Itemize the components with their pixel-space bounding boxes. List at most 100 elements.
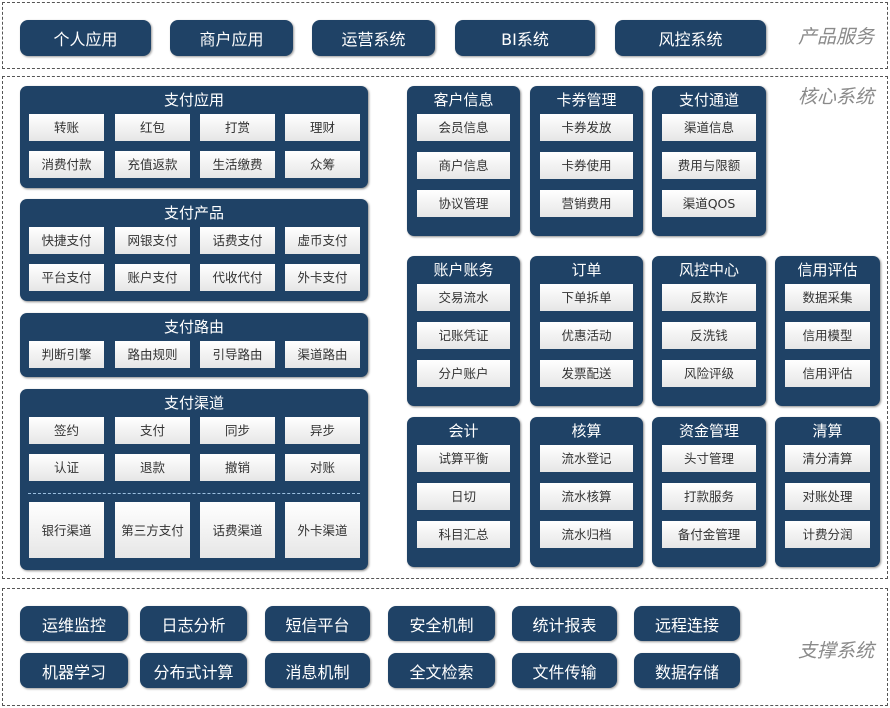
module-cell: 试算平衡 <box>417 445 510 472</box>
module-cell: 充值返款 <box>115 151 190 178</box>
divider <box>28 493 360 494</box>
support-button: 机器学习 <box>20 653 128 688</box>
panel-title: 支付通道 <box>678 91 739 109</box>
panel-title: 清算 <box>812 422 843 440</box>
panel-title: 核算 <box>571 422 602 440</box>
module-cell: 备付金管理 <box>662 521 756 548</box>
product-zone-label: 产品服务 <box>798 26 875 48</box>
module-cell: 清分清算 <box>785 445 870 472</box>
channel-cell: 话费渠道 <box>200 502 275 558</box>
support-button: 分布式计算 <box>140 653 247 688</box>
module-cell: 流水登记 <box>540 445 633 472</box>
panel-清算: 清算清分清算对账处理计费分润 <box>775 417 880 567</box>
module-cell: 下单拆单 <box>540 284 633 311</box>
module-cell: 路由规则 <box>115 341 190 368</box>
module-cell: 理财 <box>285 114 360 141</box>
module-cell: 认证 <box>29 454 104 481</box>
module-cell: 信用模型 <box>785 322 870 349</box>
module-cell: 卡券发放 <box>540 114 633 141</box>
module-cell: 众筹 <box>285 151 360 178</box>
support-button: 远程连接 <box>634 606 740 641</box>
panel-客户信息: 客户信息会员信息商户信息协议管理 <box>407 86 520 236</box>
module-cell: 网银支付 <box>115 227 190 254</box>
module-cell: 渠道QOS <box>662 190 756 217</box>
panel-title: 订单 <box>571 261 602 279</box>
module-cell: 退款 <box>115 454 190 481</box>
support-button: 日志分析 <box>140 606 247 641</box>
module-cell: 签约 <box>29 417 104 444</box>
module-cell: 打赏 <box>200 114 275 141</box>
module-cell: 支付 <box>115 417 190 444</box>
module-cell: 费用与限额 <box>662 152 756 179</box>
module-cell: 优惠活动 <box>540 322 633 349</box>
module-cell: 会员信息 <box>417 114 510 141</box>
panel-title: 支付应用 <box>163 91 224 109</box>
support-button: 安全机制 <box>388 606 495 641</box>
product-button: BI系统 <box>455 20 595 56</box>
module-cell: 记账凭证 <box>417 322 510 349</box>
module-cell: 撤销 <box>200 454 275 481</box>
panel-会计: 会计试算平衡日切科目汇总 <box>407 417 520 567</box>
core-zone <box>2 76 888 579</box>
module-cell: 信用评估 <box>785 360 870 387</box>
panel-title: 支付产品 <box>163 204 224 222</box>
panel-支付产品: 支付产品 快捷支付 网银支付 话费支付 虚币支付 平台支付 账户支付 代收代付 外卡支付 <box>20 199 368 301</box>
module-cell: 发票配送 <box>540 360 633 387</box>
module-cell: 外卡支付 <box>285 264 360 291</box>
panel-title: 信用评估 <box>797 261 858 279</box>
support-button: 数据存储 <box>634 653 740 688</box>
module-cell: 判断引擎 <box>29 341 104 368</box>
module-cell: 消费付款 <box>29 151 104 178</box>
panel-title: 支付渠道 <box>163 394 224 412</box>
product-button: 运营系统 <box>312 20 435 56</box>
module-cell: 日切 <box>417 483 510 510</box>
panel-核算: 核算 流水登记 流水核算 流水归档 <box>530 417 643 567</box>
module-cell: 异步 <box>285 417 360 444</box>
module-cell: 科目汇总 <box>417 521 510 548</box>
module-cell: 对账处理 <box>785 483 870 510</box>
panel-title: 客户信息 <box>433 91 494 109</box>
module-cell: 反欺诈 <box>662 284 756 311</box>
support-button: 全文检索 <box>388 653 495 688</box>
module-cell: 交易流水 <box>417 284 510 311</box>
module-cell: 计费分润 <box>785 521 870 548</box>
support-button: 消息机制 <box>265 653 370 688</box>
core-zone-label: 核心系统 <box>798 86 875 108</box>
product-button: 商户应用 <box>170 20 293 56</box>
support-button: 运维监控 <box>20 606 128 641</box>
panel-支付应用: 支付应用转账 红包 打赏 理财消费付款 充值返款 生活缴费 众筹 <box>20 86 368 188</box>
module-cell: 账户支付 <box>115 264 190 291</box>
panel-订单: 订单下单拆单优惠活动发票配送 <box>530 256 643 406</box>
support-button: 统计报表 <box>512 606 617 641</box>
product-button: 个人应用 <box>20 20 151 56</box>
panel-支付通道: 支付通道 渠道信息 费用与限额 渠道QOS <box>652 86 766 236</box>
panel-支付路由: 支付路由 判断引擎 路由规则 引导路由 渠道路由 <box>20 313 368 377</box>
product-button: 风控系统 <box>615 20 766 56</box>
support-zone-label: 支撑系统 <box>798 640 875 662</box>
module-cell: 话费支付 <box>200 227 275 254</box>
module-cell: 对账 <box>285 454 360 481</box>
module-cell: 转账 <box>29 114 104 141</box>
panel-title: 风控中心 <box>678 261 739 279</box>
panel-信用评估: 信用评估 数据采集 信用模型 信用评估 <box>775 256 880 406</box>
module-cell: 平台支付 <box>29 264 104 291</box>
module-cell: 同步 <box>200 417 275 444</box>
support-button: 文件传输 <box>512 653 617 688</box>
panel-title: 会计 <box>448 422 479 440</box>
module-cell: 反洗钱 <box>662 322 756 349</box>
channel-cell: 第三方支付 <box>115 502 190 558</box>
support-zone <box>2 588 888 706</box>
panel-title: 资金管理 <box>678 422 739 440</box>
module-cell: 红包 <box>115 114 190 141</box>
product-zone <box>2 2 888 69</box>
support-button: 短信平台 <box>265 606 370 641</box>
module-cell: 卡券使用 <box>540 152 633 179</box>
module-cell: 生活缴费 <box>200 151 275 178</box>
module-cell: 分户账户 <box>417 360 510 387</box>
module-cell: 头寸管理 <box>662 445 756 472</box>
panel-title: 支付路由 <box>163 318 224 336</box>
module-cell: 流水核算 <box>540 483 633 510</box>
module-cell: 商户信息 <box>417 152 510 179</box>
module-cell: 协议管理 <box>417 190 510 217</box>
